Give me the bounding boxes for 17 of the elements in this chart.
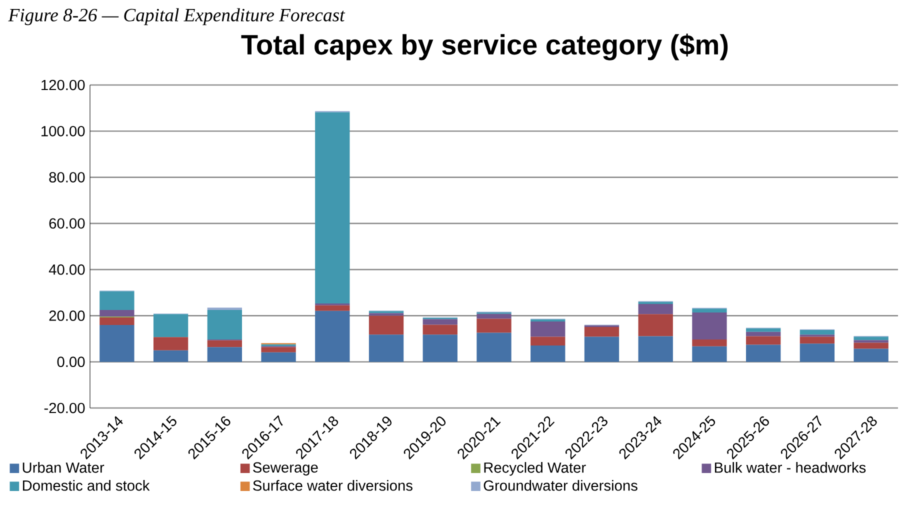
legend-label: Sewerage bbox=[253, 462, 318, 476]
y-tick-label: 60.00 bbox=[49, 218, 85, 229]
legend-label: Groundwater diversions bbox=[484, 480, 638, 491]
y-tick-label: 40.00 bbox=[48, 264, 85, 275]
legend-label: Surface water diversions bbox=[253, 480, 412, 491]
y-tick-label: 80.00 bbox=[49, 172, 85, 182]
legend-label: Bulk water - headworks bbox=[714, 462, 866, 473]
y-tick-label: -20.00 bbox=[44, 402, 85, 414]
legend-label: Recycled Water bbox=[484, 462, 586, 476]
y-tick-label: 20.00 bbox=[49, 310, 85, 321]
y-tick-label: 120.00 bbox=[42, 80, 85, 90]
caption: Figure 8-26 — Capital Expenditure Forecast bbox=[8, 8, 346, 26]
y-tick-label: 0.00 bbox=[57, 356, 85, 368]
chart-title: Total capex by service category ($m) bbox=[241, 34, 728, 60]
legend-label: Domestic and stock bbox=[22, 480, 150, 491]
y-tick-label: 100.00 bbox=[42, 126, 85, 136]
legend-label: Urban Water bbox=[22, 462, 104, 473]
